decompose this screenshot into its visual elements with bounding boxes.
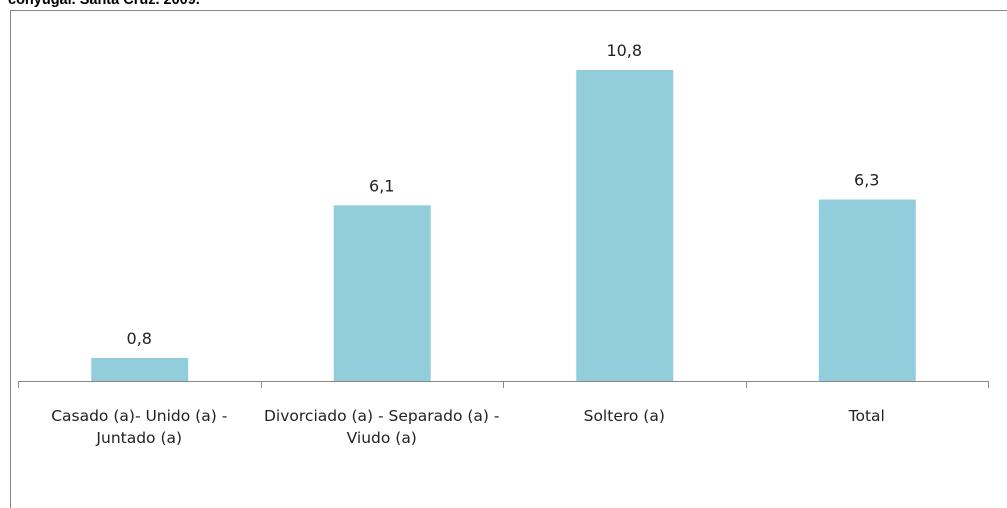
data-label: 6,1 [369,176,394,195]
data-label: 0,8 [127,329,152,348]
data-label: 6,3 [854,171,879,190]
x-tick-label: Divorciado (a) - Separado (a) - Viudo (a… [264,407,500,447]
bar [333,205,431,381]
chart-frame [10,10,1007,508]
data-label: 10,8 [606,41,642,60]
x-tick-label: Casado (a)- Unido (a) - Juntado (a) [51,407,228,447]
x-tick-label: Soltero (a) [583,407,665,425]
bar [818,199,916,381]
bar [576,69,674,382]
x-tick-label: Total [848,407,885,425]
bar [91,357,189,381]
chart-title: conyugal. Santa Cruz. 2009. [8,0,200,8]
